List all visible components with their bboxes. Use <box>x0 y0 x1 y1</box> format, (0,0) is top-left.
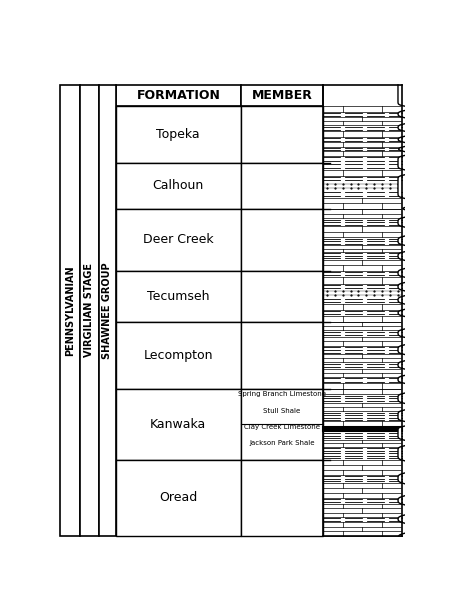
Bar <box>116 389 241 460</box>
Bar <box>241 106 323 162</box>
Bar <box>116 271 241 322</box>
Polygon shape <box>398 85 418 536</box>
Bar <box>116 85 241 106</box>
Text: Clay Creek Limestone: Clay Creek Limestone <box>244 424 320 430</box>
Bar <box>241 162 323 209</box>
Text: Lecompton: Lecompton <box>144 349 213 362</box>
Text: Stull Shale: Stull Shale <box>263 408 301 414</box>
Bar <box>241 209 323 271</box>
Bar <box>116 209 241 271</box>
Bar <box>241 460 323 536</box>
Text: Spring Branch Limestone: Spring Branch Limestone <box>238 392 326 397</box>
Text: MEMBER: MEMBER <box>252 89 312 102</box>
Bar <box>241 271 323 322</box>
Text: FORMATION: FORMATION <box>136 89 220 102</box>
Text: SHAWNEE GROUP: SHAWNEE GROUP <box>102 262 112 359</box>
Bar <box>60 85 80 536</box>
Text: PENNSYLVANIAN: PENNSYLVANIAN <box>65 265 75 356</box>
Bar <box>116 322 241 389</box>
Text: Calhoun: Calhoun <box>153 179 204 192</box>
Text: Jackson Park Shale: Jackson Park Shale <box>249 440 315 446</box>
Text: Kanwaka: Kanwaka <box>150 418 207 431</box>
Text: Topeka: Topeka <box>157 128 200 141</box>
Bar <box>116 162 241 209</box>
Bar <box>116 106 241 162</box>
Text: Tecumseh: Tecumseh <box>147 290 210 303</box>
Bar <box>241 85 323 106</box>
Text: VIRGILIAN STAGE: VIRGILIAN STAGE <box>85 264 94 357</box>
Bar <box>99 85 116 536</box>
Bar <box>80 85 99 536</box>
Text: Oread: Oread <box>159 491 198 504</box>
Bar <box>241 389 323 460</box>
Bar <box>241 322 323 389</box>
Bar <box>116 460 241 536</box>
Text: Deer Creek: Deer Creek <box>143 234 214 246</box>
